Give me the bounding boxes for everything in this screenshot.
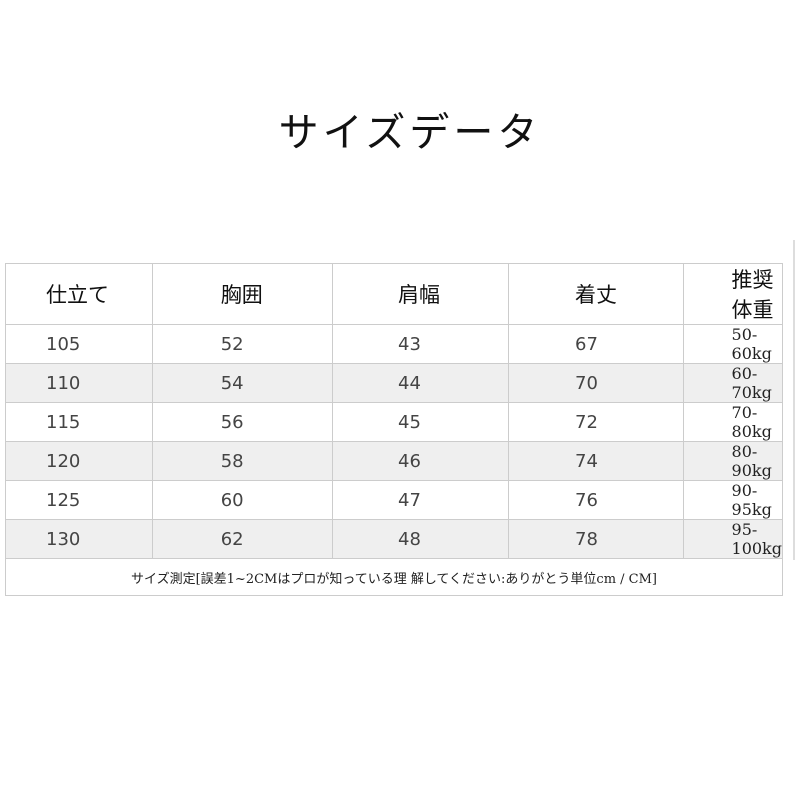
header-chest: 胸囲	[151, 263, 334, 325]
header-length: 着丈	[508, 263, 684, 325]
cell-chest: 60	[151, 480, 334, 520]
table-row: 125 60 47 76 90-95kg	[5, 480, 784, 520]
table-header-row: 仕立て 胸囲 肩幅 着丈 推奨体重	[5, 263, 784, 325]
cell-length: 72	[508, 402, 684, 442]
header-size: 仕立て	[5, 263, 153, 325]
cell-length: 67	[508, 324, 684, 364]
cell-weight: 90-95kg	[682, 480, 784, 520]
cell-length: 76	[508, 480, 684, 520]
cell-weight: 70-80kg	[682, 402, 784, 442]
cell-size: 110	[5, 363, 153, 403]
cell-chest: 58	[151, 441, 334, 481]
cell-weight: 50-60kg	[682, 324, 784, 364]
cell-shoulder: 43	[332, 324, 510, 364]
cell-chest: 54	[151, 363, 334, 403]
page-title: サイズデータ	[278, 110, 542, 156]
cell-length: 70	[508, 363, 684, 403]
cell-length: 78	[508, 519, 684, 559]
cell-chest: 52	[151, 324, 334, 364]
footnote: サイズ測定[誤差1~2CMはプロが知っている理 解してください:ありがとう単位c…	[5, 558, 783, 596]
cell-weight: 60-70kg	[682, 363, 784, 403]
footnote-row: サイズ測定[誤差1~2CMはプロが知っている理 解してください:ありがとう単位c…	[5, 558, 783, 596]
table-row: 130 62 48 78 95-100kg	[5, 519, 784, 559]
cell-length: 74	[508, 441, 684, 481]
cell-size: 130	[5, 519, 153, 559]
cell-shoulder: 47	[332, 480, 510, 520]
cell-size: 105	[5, 324, 153, 364]
cell-shoulder: 45	[332, 402, 510, 442]
cell-size: 115	[5, 402, 153, 442]
cell-size: 125	[5, 480, 153, 520]
cell-shoulder: 46	[332, 441, 510, 481]
cell-weight: 80-90kg	[682, 441, 784, 481]
header-weight: 推奨体重	[682, 263, 784, 325]
table-row: 110 54 44 70 60-70kg	[5, 363, 784, 403]
table-row: 115 56 45 72 70-80kg	[5, 402, 784, 442]
table-row: 105 52 43 67 50-60kg	[5, 324, 784, 364]
size-table: 仕立て 胸囲 肩幅 着丈 推奨体重 105 52 43 67 50-60kg 110 54 4…	[5, 263, 784, 596]
cell-weight: 95-100kg	[682, 519, 784, 559]
header-shoulder: 肩幅	[332, 263, 510, 325]
cell-shoulder: 48	[332, 519, 510, 559]
cell-shoulder: 44	[332, 363, 510, 403]
cell-chest: 56	[151, 402, 334, 442]
cell-chest: 62	[151, 519, 334, 559]
cell-size: 120	[5, 441, 153, 481]
divider	[793, 240, 795, 560]
table-row: 120 58 46 74 80-90kg	[5, 441, 784, 481]
